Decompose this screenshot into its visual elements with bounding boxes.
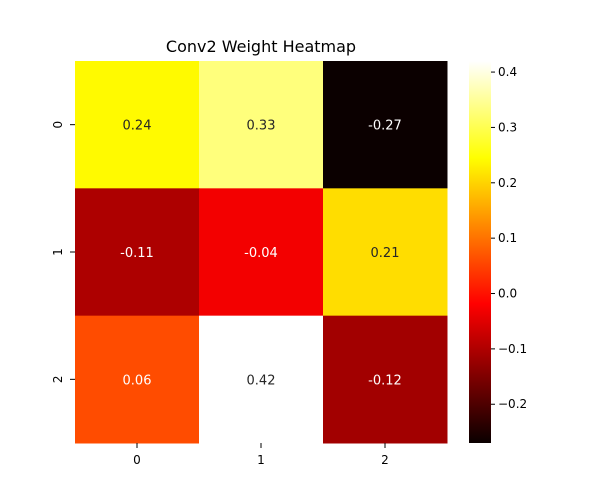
colorbar-tick-label: 0.0: [498, 287, 517, 301]
heatmap-cell-r1-c1: [199, 188, 324, 317]
heatmap-cell-r1-c0: [75, 188, 200, 317]
cell-label-r1-c2: 0.21: [371, 246, 400, 261]
colorbar-tick-label: −0.1: [498, 342, 527, 356]
heatmap-cell-r0-c2: [323, 61, 448, 189]
colorbar-tick-label: 0.4: [498, 65, 517, 79]
cell-label-r2-c1: 0.42: [247, 373, 276, 388]
chart-title: Conv2 Weight Heatmap: [166, 37, 356, 56]
y-tick-label: 2: [51, 376, 65, 384]
heatmap-cell-r1-c2: [323, 188, 448, 317]
cell-label-r0-c0: 0.24: [123, 119, 152, 134]
heatmap-cell-r0-c0: [75, 61, 200, 189]
cell-label-r0-c2: -0.27: [368, 119, 402, 134]
x-axis-ticks: 0 1 2: [133, 443, 389, 467]
x-tick-label: 2: [381, 453, 389, 467]
x-tick-label: 1: [257, 453, 265, 467]
y-axis-ticks: 0 1 2: [51, 121, 75, 383]
heatmap-cell-r2-c2: [323, 315, 448, 444]
cell-label-r0-c1: 0.33: [247, 119, 276, 134]
cell-label-r2-c0: 0.06: [123, 373, 152, 388]
colorbar-tick-label: 0.2: [498, 176, 517, 190]
cell-label-r1-c1: -0.04: [244, 246, 278, 261]
y-tick-label: 1: [51, 248, 65, 256]
heatmap-cells: 0.24 0.33 -0.27 -0.11 -0.04 0.21 0.06 0.42 -0.12: [75, 61, 448, 444]
colorbar-tick-label: −0.2: [498, 397, 527, 411]
cell-label-r1-c0: -0.11: [120, 246, 154, 261]
cell-label-r2-c2: -0.12: [368, 373, 402, 388]
colorbar: [469, 61, 491, 443]
heatmap-cell-r0-c1: [199, 61, 324, 189]
x-tick-label: 0: [133, 453, 141, 467]
heatmap-cell-r2-c0: [75, 315, 200, 444]
colorbar-ticks: −0.2 −0.1 0.0 0.1 0.2 0.3 0.4: [491, 65, 527, 411]
colorbar-tick-label: 0.3: [498, 120, 517, 134]
heatmap-cell-r2-c1: [199, 315, 324, 444]
y-tick-label: 0: [51, 121, 65, 129]
colorbar-tick-label: 0.1: [498, 231, 517, 245]
